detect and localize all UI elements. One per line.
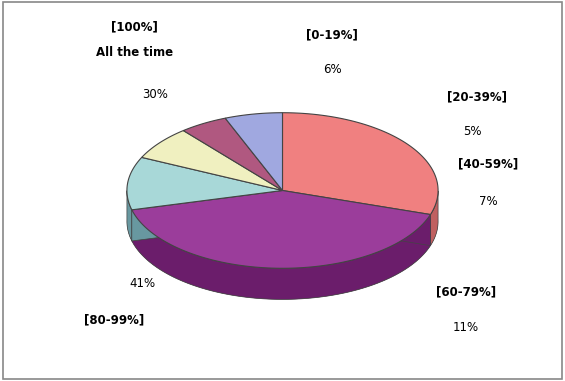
Text: 11%: 11% [453, 321, 479, 334]
Polygon shape [132, 190, 431, 268]
Text: [0-19%]: [0-19%] [306, 29, 358, 42]
Text: [60-79%]: [60-79%] [436, 285, 496, 298]
Polygon shape [225, 113, 282, 190]
Polygon shape [282, 190, 431, 246]
Polygon shape [127, 190, 132, 241]
Text: 7%: 7% [479, 195, 497, 208]
Polygon shape [132, 210, 431, 299]
Text: 5%: 5% [463, 125, 481, 138]
Text: All the time: All the time [96, 46, 173, 59]
Text: [100%]: [100%] [111, 21, 158, 34]
Polygon shape [142, 131, 282, 190]
Polygon shape [282, 113, 438, 215]
Text: [20-39%]: [20-39%] [447, 91, 507, 104]
Polygon shape [127, 157, 282, 210]
Polygon shape [183, 118, 282, 190]
Polygon shape [132, 190, 282, 241]
Text: [40-59%]: [40-59%] [458, 158, 518, 171]
Text: [80-99%]: [80-99%] [84, 313, 145, 326]
Text: 30%: 30% [142, 88, 168, 101]
Polygon shape [282, 190, 431, 246]
Text: 6%: 6% [323, 62, 342, 76]
Polygon shape [431, 191, 438, 246]
Text: 41%: 41% [129, 277, 155, 290]
Polygon shape [132, 190, 282, 241]
Polygon shape [127, 144, 438, 299]
